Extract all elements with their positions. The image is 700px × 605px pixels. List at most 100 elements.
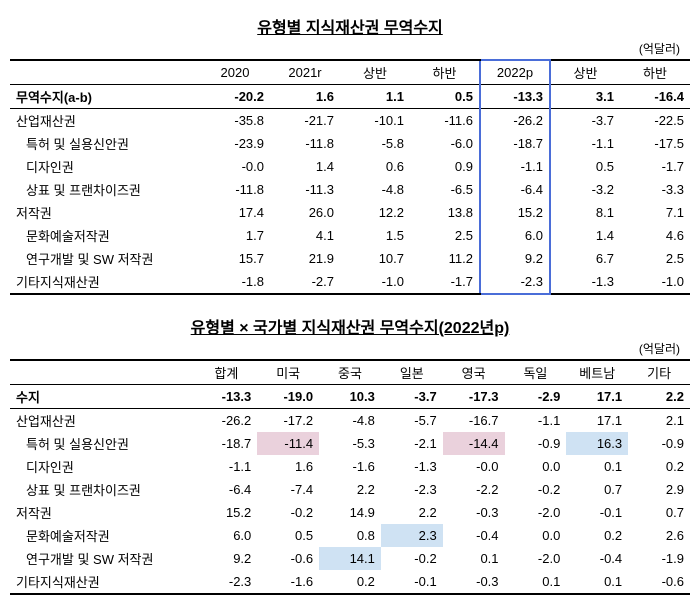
table1-cell: 0.6	[340, 155, 410, 178]
table2-cell: -0.3	[443, 570, 505, 594]
table2-cell: -2.0	[505, 547, 567, 570]
table2-header-cell: 합계	[195, 360, 257, 385]
table1-cell: 4.6	[620, 224, 690, 247]
table1-cell: 7.1	[620, 201, 690, 224]
table1-row-label: 무역수지(a-b)	[10, 85, 200, 109]
table1-cell: 1.4	[270, 155, 340, 178]
table2-cell: 17.1	[566, 409, 628, 433]
table1-cell: 1.4	[550, 224, 620, 247]
table1-cell: 13.8	[410, 201, 480, 224]
table1-cell: 9.2	[480, 247, 550, 270]
table1-header-cell: 2022p	[480, 60, 550, 85]
table1-header-cell	[10, 60, 200, 85]
table1-cell: -1.7	[410, 270, 480, 294]
table2-head: 합계미국중국일본영국독일베트남기타	[10, 360, 690, 385]
table1-cell: -35.8	[200, 109, 270, 133]
table2-cell: -1.6	[319, 455, 381, 478]
table2-header-cell: 베트남	[566, 360, 628, 385]
table2-cell: 2.9	[628, 478, 690, 501]
table2-header-cell: 일본	[381, 360, 443, 385]
table2-cell: -1.1	[505, 409, 567, 433]
table1-cell: 17.4	[200, 201, 270, 224]
table2-cell: -0.9	[505, 432, 567, 455]
table1-header-cell: 하반	[410, 60, 480, 85]
table2-cell: 14.1	[319, 547, 381, 570]
table1-cell: -1.8	[200, 270, 270, 294]
table1-cell: 10.7	[340, 247, 410, 270]
table2-row-label: 기타지식재산권	[10, 570, 195, 594]
table1-cell: 11.2	[410, 247, 480, 270]
table2-cell: -5.7	[381, 409, 443, 433]
table1-header-cell: 상반	[550, 60, 620, 85]
table2-cell: -1.3	[381, 455, 443, 478]
table2-cell: 15.2	[195, 501, 257, 524]
table2-body: 수지-13.3-19.010.3-3.7-17.3-2.917.12.2산업재산…	[10, 385, 690, 595]
table2-cell: 16.3	[566, 432, 628, 455]
table1-title: 유형별 지식재산권 무역수지	[10, 14, 690, 38]
table1-header-cell: 2021r	[270, 60, 340, 85]
table2-cell: 6.0	[195, 524, 257, 547]
table1-cell: 0.9	[410, 155, 480, 178]
table1-row-label: 연구개발 및 SW 저작권	[10, 247, 200, 270]
table2-cell: 0.7	[628, 501, 690, 524]
table1-cell: -1.1	[480, 155, 550, 178]
table1-cell: 15.2	[480, 201, 550, 224]
table2-cell: -0.6	[628, 570, 690, 594]
table1-cell: -20.2	[200, 85, 270, 109]
table1-cell: -6.4	[480, 178, 550, 201]
table2-row-label: 산업재산권	[10, 409, 195, 433]
table1-cell: 1.6	[270, 85, 340, 109]
table2-cell: -3.7	[381, 385, 443, 409]
table2-row-label: 디자인권	[10, 455, 195, 478]
table2-cell: -0.3	[443, 501, 505, 524]
table2-header-cell: 미국	[257, 360, 319, 385]
table2-cell: -16.7	[443, 409, 505, 433]
table2-cell: -0.9	[628, 432, 690, 455]
table1-cell: 21.9	[270, 247, 340, 270]
table2-cell: 2.2	[381, 501, 443, 524]
table2-cell: 0.1	[443, 547, 505, 570]
table1-cell: 8.1	[550, 201, 620, 224]
table2-cell: -17.3	[443, 385, 505, 409]
table2-cell: -18.7	[195, 432, 257, 455]
table2-cell: 2.2	[628, 385, 690, 409]
table2-cell: -4.8	[319, 409, 381, 433]
table1-cell: 4.1	[270, 224, 340, 247]
table1-cell: 2.5	[620, 247, 690, 270]
table2-row-label: 상표 및 프랜차이즈권	[10, 478, 195, 501]
table1-cell: -2.7	[270, 270, 340, 294]
table1-cell: 6.7	[550, 247, 620, 270]
table1-cell: -16.4	[620, 85, 690, 109]
table1-cell: -3.2	[550, 178, 620, 201]
table2-cell: 14.9	[319, 501, 381, 524]
table1-cell: -4.8	[340, 178, 410, 201]
table2-row-label: 저작권	[10, 501, 195, 524]
table1-cell: -10.1	[340, 109, 410, 133]
table2-cell: 0.2	[628, 455, 690, 478]
table2-row-label: 연구개발 및 SW 저작권	[10, 547, 195, 570]
table1-cell: 3.1	[550, 85, 620, 109]
table1-cell: -22.5	[620, 109, 690, 133]
table1-cell: 1.5	[340, 224, 410, 247]
table1-row-label: 상표 및 프랜차이즈권	[10, 178, 200, 201]
table2-row-label: 수지	[10, 385, 195, 409]
table2-header-cell: 중국	[319, 360, 381, 385]
table2-cell: -0.1	[381, 570, 443, 594]
table2-cell: -0.4	[443, 524, 505, 547]
table1-row-label: 특허 및 실용신안권	[10, 132, 200, 155]
table1-row-label: 저작권	[10, 201, 200, 224]
table1-cell: -11.3	[270, 178, 340, 201]
table2-cell: -5.3	[319, 432, 381, 455]
table1-row-label: 산업재산권	[10, 109, 200, 133]
table1-cell: 26.0	[270, 201, 340, 224]
table1-cell: -11.8	[200, 178, 270, 201]
table2-cell: 0.1	[566, 570, 628, 594]
table1-head: 20202021r상반하반2022p상반하반	[10, 60, 690, 85]
table1-cell: 6.0	[480, 224, 550, 247]
table2-cell: -2.9	[505, 385, 567, 409]
table2-cell: -1.6	[257, 570, 319, 594]
table2-cell: -0.1	[566, 501, 628, 524]
table1-header-cell: 상반	[340, 60, 410, 85]
table2-cell: -2.0	[505, 501, 567, 524]
table1-cell: 2.5	[410, 224, 480, 247]
